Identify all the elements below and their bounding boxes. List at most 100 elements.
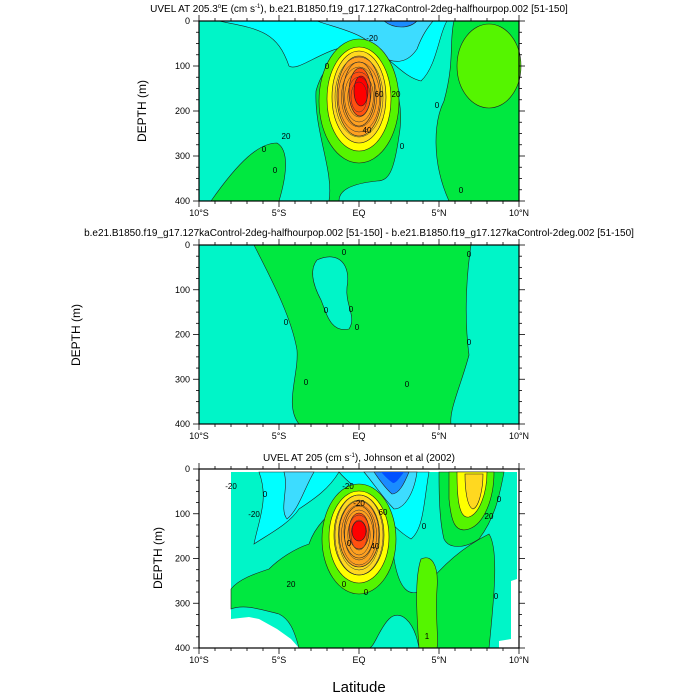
x-tick-label: 5°N (431, 655, 446, 665)
contour-line (344, 71, 374, 123)
contour-label: 0 (347, 539, 352, 548)
contour-label: 0 (467, 338, 472, 347)
contour-label: 40 (371, 542, 380, 551)
contour-label: 0 (497, 495, 502, 504)
contour-line (334, 56, 384, 138)
contour-label: 0 (262, 145, 267, 154)
contour-level-6 (351, 520, 367, 542)
mint-island (312, 256, 353, 330)
contour-label: 0 (467, 250, 472, 259)
contour-label: -20 (353, 499, 365, 508)
y-tick-label: 400 (175, 196, 190, 206)
contour-line (344, 509, 374, 561)
y-tick-label: 200 (175, 554, 190, 564)
light-blue-region (316, 20, 434, 62)
contour-label: 60 (375, 90, 384, 99)
contour-label: 0 (400, 142, 405, 151)
light-blue-region-left (283, 471, 315, 520)
x-tick-label: 5°S (272, 655, 287, 665)
contour-label: 0 (355, 323, 360, 332)
contour-labels: -20 0 20 60 20 40 0 0 0 0 0 (262, 34, 464, 195)
panel-2-title: b.e21.B1850.f19_g17.127kaControl-2deg-ha… (84, 228, 634, 239)
y-tick-label: 100 (175, 61, 190, 71)
y-tick-label: 200 (175, 106, 190, 116)
panel-2-axes: 10°S 5°S EQ 5°N 10°N 0 100 200 300 400 (175, 239, 529, 441)
contour-label: -20 (366, 34, 378, 43)
deep-blue-region (381, 472, 404, 483)
contour-label: 60 (379, 508, 388, 517)
contour-line (350, 81, 368, 113)
y-tick-label: 100 (175, 285, 190, 295)
green-region-left (210, 142, 286, 202)
contour-label: 20 (392, 90, 401, 99)
panel-1-y-axis-label: DEPTH (m) (135, 80, 149, 142)
contour-label: 20 (287, 580, 296, 589)
x-tick-label: 10°N (509, 208, 529, 218)
y-tick-label: 100 (175, 509, 190, 519)
x-tick-label: 10°S (189, 431, 209, 441)
y-tick-label: 300 (175, 151, 190, 161)
contour-label: 0 (342, 248, 347, 257)
panel-1-title: UVEL AT 205.3oE (cm s-1), b.e21.B1850.f1… (150, 4, 568, 15)
panel-3-title: UVEL AT 205 (cm s-1), Johnson et al (200… (263, 453, 455, 464)
contour-label: 0 (422, 522, 427, 531)
contour-label: 0 (364, 588, 369, 597)
contour-label: 20 (282, 132, 291, 141)
x-tick-label: 10°N (509, 431, 529, 441)
contour-label: 20 (485, 512, 494, 521)
x-tick-label: 5°S (272, 208, 287, 218)
y-tick-label: 0 (185, 240, 190, 250)
contour-label: 0 (325, 62, 330, 71)
contour-line (350, 519, 368, 551)
lime-region-right (456, 23, 522, 109)
undercurrent-core (318, 38, 400, 164)
y-tick-label: 300 (175, 374, 190, 384)
gold-region-right (464, 473, 484, 510)
x-tick-label: 5°N (431, 431, 446, 441)
contour-label: -20 (342, 482, 354, 491)
panel-3-y-axis-label: DEPTH (m) (151, 527, 165, 589)
contour-line (347, 514, 371, 556)
cyan-region-left (253, 471, 340, 545)
contour-line (337, 61, 381, 133)
x-tick-label: 10°S (189, 655, 209, 665)
contour-line (347, 76, 371, 118)
contour-line (341, 66, 377, 128)
contour-label: 0 (459, 186, 464, 195)
y-tick-label: 300 (175, 598, 190, 608)
contour-label: 0 (349, 305, 354, 314)
contour-label: -20 (248, 510, 260, 519)
x-tick-label: EQ (352, 655, 365, 665)
undercurrent-core (321, 483, 397, 595)
contour-label: 0 (304, 378, 309, 387)
lime-band-lower (416, 557, 438, 649)
contour-label: 0 (324, 306, 329, 315)
contour-label: 0 (435, 101, 440, 110)
x-tick-label: EQ (352, 431, 365, 441)
panel-2-y-axis-label: DEPTH (m) (69, 304, 83, 366)
contour-label: 0 (263, 490, 268, 499)
contour-label: 1 (425, 632, 430, 641)
y-tick-label: 400 (175, 419, 190, 429)
x-tick-label: 10°S (189, 208, 209, 218)
contour-label: -20 (225, 482, 237, 491)
contour-line (341, 504, 377, 566)
contour-label: 0 (342, 580, 347, 589)
contour-level-6 (353, 75, 369, 107)
x-tick-label: 5°N (431, 208, 446, 218)
x-tick-label: 10°N (509, 655, 529, 665)
contour-label: 0 (494, 592, 499, 601)
x-axis-label: Latitude (332, 679, 385, 696)
y-tick-label: 0 (185, 16, 190, 26)
contour-label: 40 (363, 126, 372, 135)
contour-line (337, 499, 381, 571)
contour-label: 0 (405, 380, 410, 389)
y-tick-label: 400 (175, 643, 190, 653)
